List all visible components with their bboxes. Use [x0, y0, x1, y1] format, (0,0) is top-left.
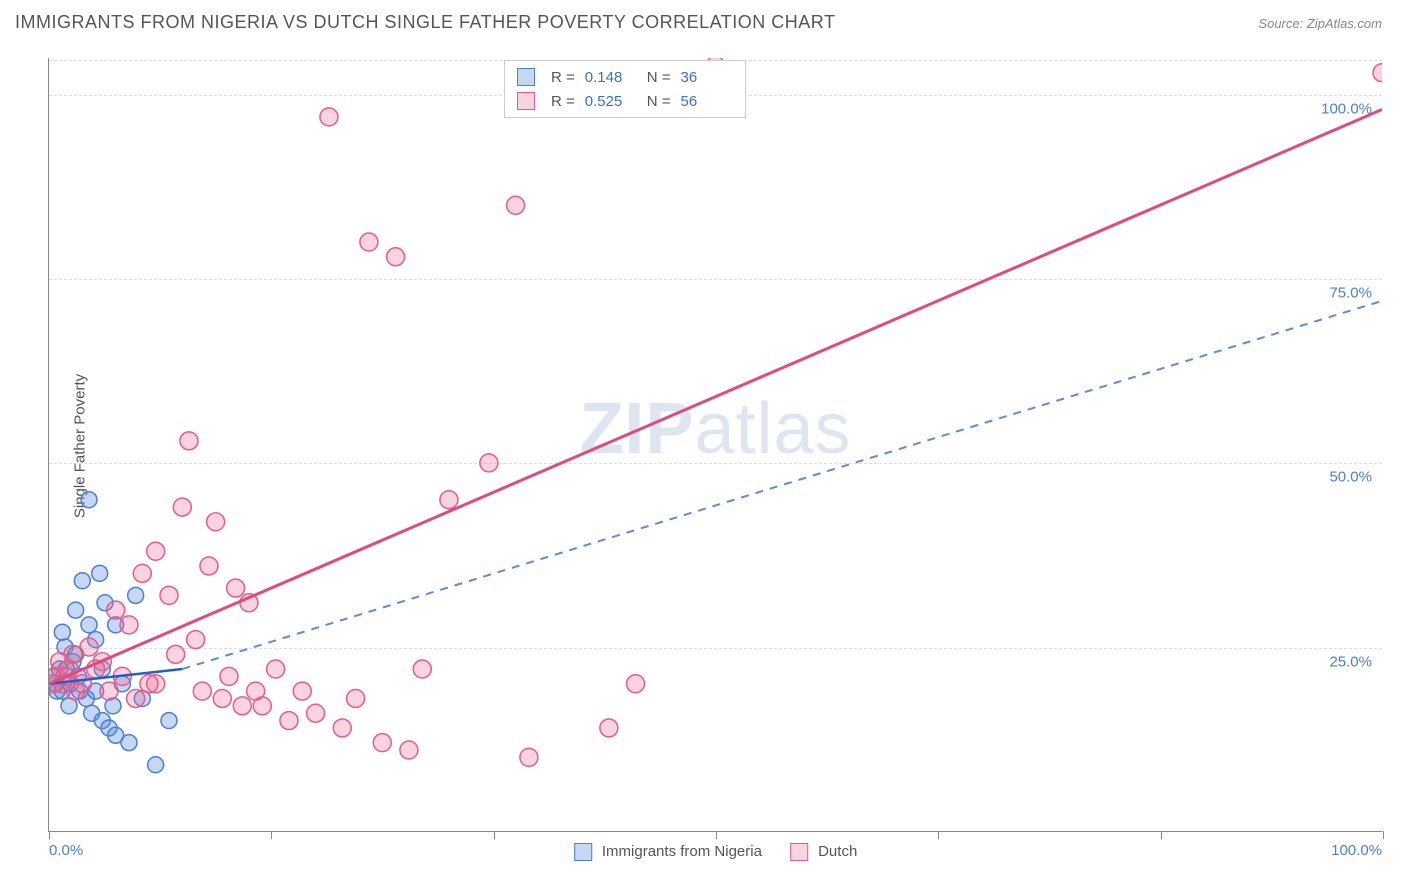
scatter-point [161, 713, 177, 729]
scatter-point [200, 557, 218, 575]
scatter-point [148, 757, 164, 773]
scatter-point [54, 624, 70, 640]
scatter-point [140, 675, 158, 693]
x-tick [494, 831, 495, 839]
scatter-point [128, 587, 144, 603]
chart-svg [49, 58, 1382, 831]
scatter-point [373, 734, 391, 752]
source-name: ZipAtlas.com [1307, 16, 1382, 31]
legend-row-series2: R = 0.525 N = 56 [517, 89, 733, 113]
series-legend: Immigrants from Nigeria Dutch [574, 843, 858, 861]
scatter-point [187, 631, 205, 649]
correlation-legend: R = 0.148 N = 36 R = 0.525 N = 56 [504, 60, 746, 118]
legend-r-label-1: R = [551, 69, 575, 86]
scatter-point [220, 667, 238, 685]
legend-r-label-2: R = [551, 93, 575, 110]
legend-n-value-1: 36 [681, 69, 733, 86]
scatter-point [507, 196, 525, 214]
x-tick [49, 831, 50, 839]
scatter-point [127, 689, 145, 707]
source-attribution: Source: ZipAtlas.com [1258, 16, 1382, 31]
x-tick [1161, 831, 1162, 839]
scatter-point [92, 565, 108, 581]
legend-r-value-1: 0.148 [585, 69, 637, 86]
scatter-point [133, 564, 151, 582]
scatter-point [180, 432, 198, 450]
x-axis-max-label: 100.0% [1331, 842, 1382, 859]
scatter-point [107, 601, 125, 619]
legend-label-series2: Dutch [818, 843, 857, 860]
scatter-point [81, 617, 97, 633]
scatter-point [207, 513, 225, 531]
scatter-point [121, 735, 137, 751]
scatter-point [307, 704, 325, 722]
scatter-point [520, 748, 538, 766]
scatter-point [413, 660, 431, 678]
scatter-point [193, 682, 211, 700]
scatter-point [147, 542, 165, 560]
legend-swatch-bottom-2 [790, 843, 808, 861]
scatter-point [440, 491, 458, 509]
scatter-point [173, 498, 191, 516]
scatter-point [167, 645, 185, 663]
legend-item-series2: Dutch [790, 843, 857, 861]
scatter-point [233, 697, 251, 715]
scatter-point [387, 248, 405, 266]
scatter-point [120, 616, 138, 634]
scatter-point [320, 108, 338, 126]
scatter-point [160, 586, 178, 604]
scatter-point [600, 719, 618, 737]
scatter-point [81, 492, 97, 508]
trend-line-dashed-series1 [182, 301, 1382, 669]
scatter-point [400, 741, 418, 759]
chart-title: IMMIGRANTS FROM NIGERIA VS DUTCH SINGLE … [15, 12, 835, 33]
scatter-point [64, 645, 82, 663]
legend-n-value-2: 56 [681, 93, 733, 110]
scatter-point [100, 682, 118, 700]
scatter-point [627, 675, 645, 693]
scatter-point [293, 682, 311, 700]
x-tick [716, 831, 717, 839]
scatter-point [333, 719, 351, 737]
scatter-point [73, 675, 91, 693]
scatter-point [267, 660, 285, 678]
scatter-point [1373, 64, 1382, 82]
scatter-point [227, 579, 245, 597]
legend-swatch-bottom-1 [574, 843, 592, 861]
x-axis-min-label: 0.0% [49, 842, 83, 859]
legend-n-label-1: N = [647, 69, 671, 86]
legend-item-series1: Immigrants from Nigeria [574, 843, 762, 861]
plot-area: ZIPatlas 25.0%50.0%75.0%100.0% R = 0.148… [48, 58, 1382, 832]
x-tick [1383, 831, 1384, 839]
scatter-point [480, 454, 498, 472]
legend-label-series1: Immigrants from Nigeria [602, 843, 762, 860]
scatter-point [74, 573, 90, 589]
legend-row-series1: R = 0.148 N = 36 [517, 65, 733, 89]
scatter-point [80, 638, 98, 656]
scatter-point [280, 712, 298, 730]
x-tick [271, 831, 272, 839]
legend-swatch-series2 [517, 92, 535, 110]
legend-r-value-2: 0.525 [585, 93, 637, 110]
scatter-point [68, 602, 84, 618]
scatter-point [347, 689, 365, 707]
legend-n-label-2: N = [647, 93, 671, 110]
x-tick [938, 831, 939, 839]
scatter-point [360, 233, 378, 251]
legend-swatch-series1 [517, 68, 535, 86]
scatter-point [213, 689, 231, 707]
source-label: Source: [1258, 16, 1303, 31]
chart-container: IMMIGRANTS FROM NIGERIA VS DUTCH SINGLE … [0, 0, 1406, 892]
trend-line-series2 [49, 110, 1382, 684]
scatter-point [247, 682, 265, 700]
